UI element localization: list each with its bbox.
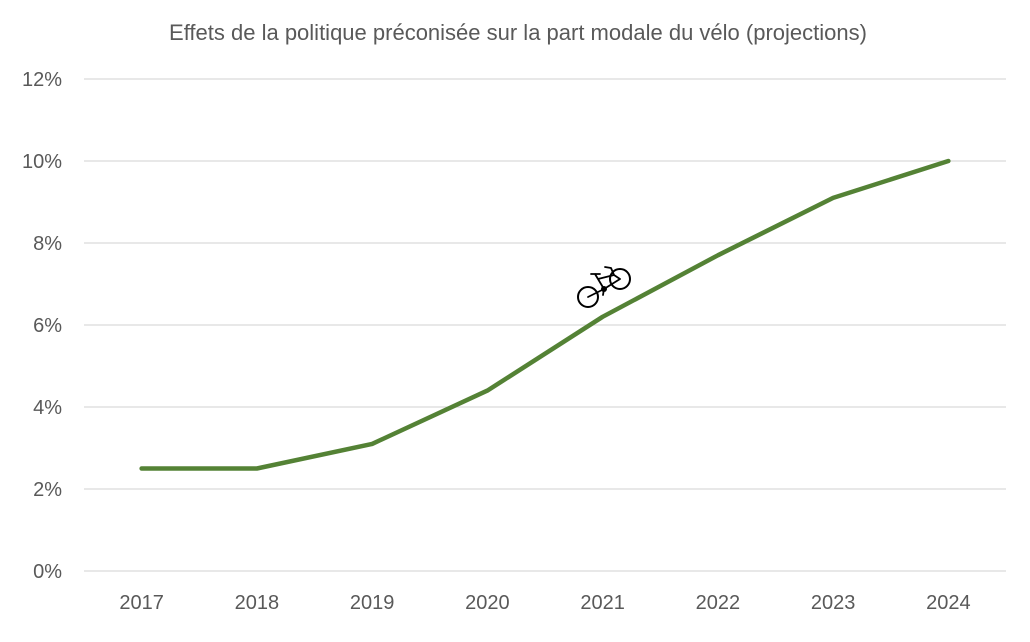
x-tick-label: 2024 xyxy=(926,592,971,614)
gridlines xyxy=(84,78,1006,572)
x-axis: 2017 2018 2019 2020 2021 2022 2023 2024 xyxy=(119,592,970,614)
series-line xyxy=(139,158,951,471)
y-tick-label: 2% xyxy=(33,479,62,501)
x-tick-label: 2018 xyxy=(235,592,280,614)
bicycle-icon xyxy=(577,266,631,308)
y-tick-label: 10% xyxy=(22,151,62,173)
y-tick-label: 6% xyxy=(33,315,62,337)
y-tick-label: 4% xyxy=(33,397,62,419)
x-tick-label: 2022 xyxy=(696,592,741,614)
x-tick-label: 2021 xyxy=(580,592,625,614)
x-tick-label: 2023 xyxy=(811,592,856,614)
y-tick-label: 12% xyxy=(22,69,62,91)
y-axis: 0% 2% 4% 6% 8% 10% 12% xyxy=(22,69,62,583)
x-tick-label: 2017 xyxy=(119,592,164,614)
x-tick-label: 2020 xyxy=(465,592,510,614)
series xyxy=(139,158,951,471)
y-tick-label: 0% xyxy=(33,561,62,583)
y-tick-label: 8% xyxy=(33,233,62,255)
chart-title: Effets de la politique préconisée sur la… xyxy=(169,20,867,45)
x-tick-label: 2019 xyxy=(350,592,395,614)
